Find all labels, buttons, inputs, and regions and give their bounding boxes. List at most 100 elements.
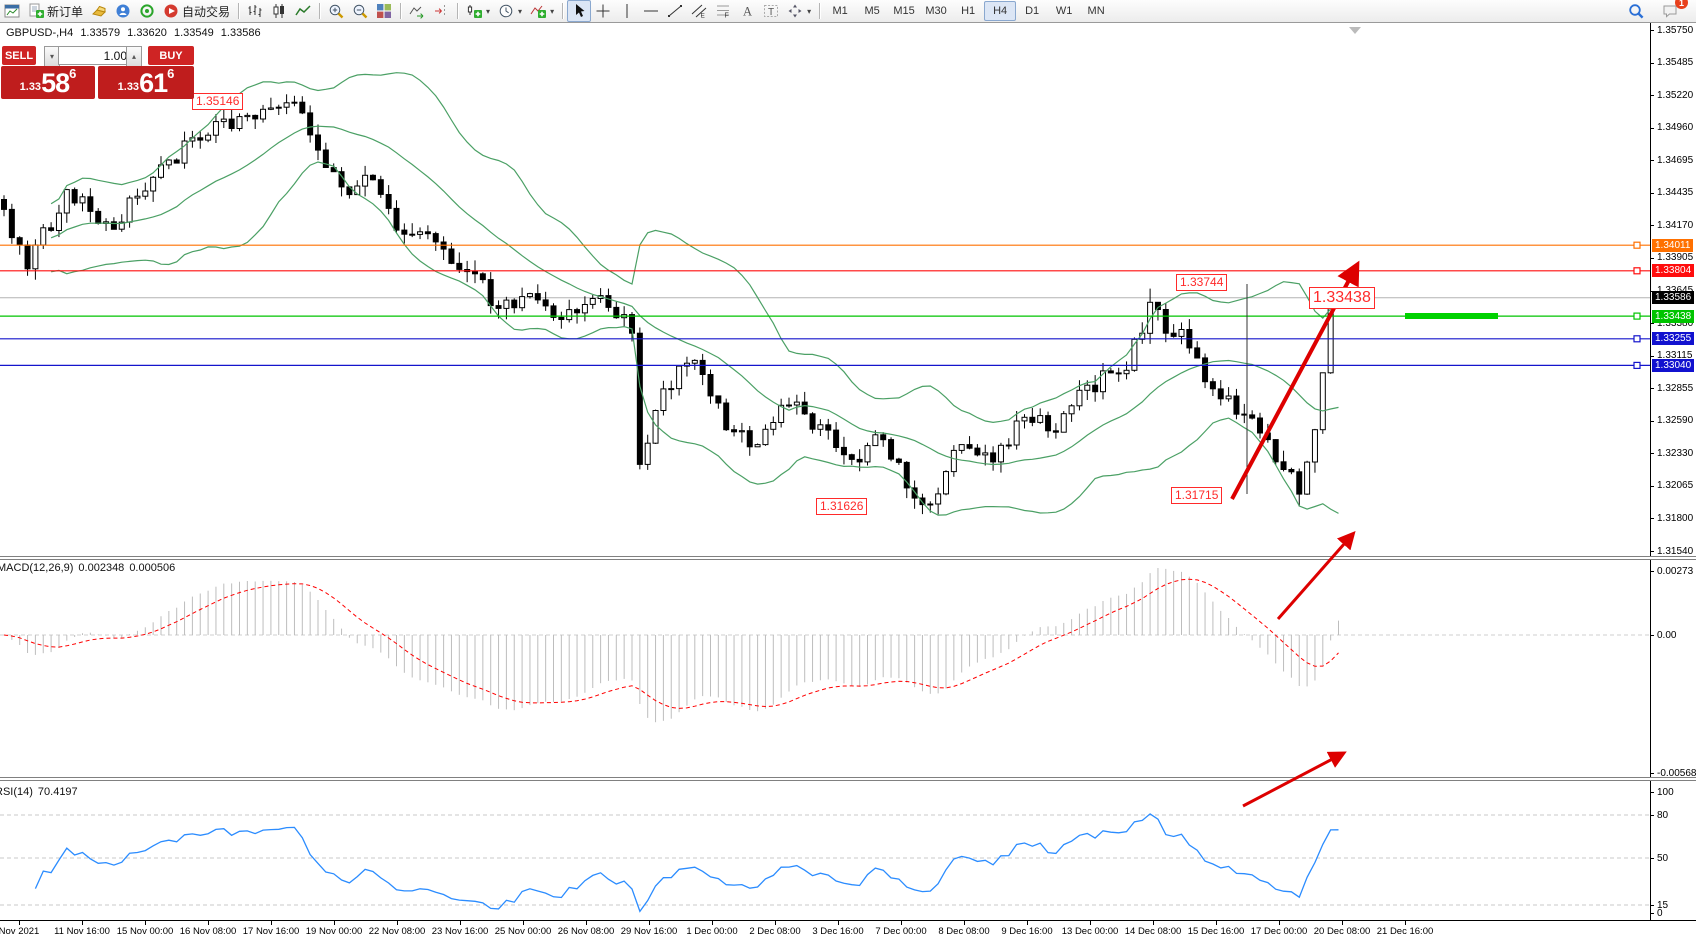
price-annotation-label[interactable]: 1.31715 (1171, 487, 1223, 504)
crosshair-tool-button[interactable] (591, 0, 615, 22)
price-tick-label: 1.31800 (1657, 512, 1694, 524)
vertical-line-tool-button[interactable] (615, 0, 639, 22)
signals-button[interactable] (135, 0, 159, 22)
price-tick-mark (1650, 388, 1654, 390)
current-price-badge: 1.33586 (1652, 291, 1695, 305)
macd-title: MACD(12,26,9) (0, 562, 74, 574)
time-tick-label: 15 Nov 00:00 (116, 926, 174, 937)
dropdown-caret-icon: ▾ (518, 6, 523, 16)
volume-increase-button[interactable]: ▴ (126, 46, 142, 67)
tile-windows-button[interactable] (372, 0, 396, 22)
timeframe-h4-button[interactable]: H4 (984, 1, 1017, 21)
rsi-tick-mark (1650, 913, 1654, 914)
notifications-button[interactable]: 1 (1658, 0, 1688, 22)
price-annotation-label[interactable]: 1.33438 (1309, 287, 1375, 309)
text-tool-button[interactable]: A (735, 0, 759, 22)
time-tick-label: 29 Nov 16:00 (620, 926, 678, 937)
macd-label: MACD(12,26,9) 0.002348 0.000506 (0, 562, 180, 574)
arrows-tool-button[interactable]: ▾ (783, 0, 815, 22)
ask-price[interactable]: 1.33 61 6 (98, 66, 194, 99)
price-annotation-label[interactable]: 1.33744 (1176, 274, 1228, 291)
community-button[interactable] (111, 0, 135, 22)
cursor-tool-button[interactable] (567, 0, 592, 22)
trendline-tool-button[interactable] (663, 0, 687, 22)
timeframe-d1-button[interactable]: D1 (1025, 5, 1040, 17)
price-annotation-label[interactable]: 1.31626 (816, 498, 868, 515)
panel-separator-macd[interactable] (0, 556, 1696, 560)
horizontal-line-tool-button[interactable] (639, 0, 663, 22)
macd-value-signal: 0.000506 (129, 562, 176, 574)
autotrading-button[interactable]: 自动交易 (159, 0, 234, 22)
svg-text:A: A (743, 5, 752, 19)
indicators-glyph (530, 5, 547, 18)
timeframe-m1-button[interactable]: M1 (832, 5, 848, 17)
metaeditor-button[interactable] (87, 0, 111, 22)
price-tick-mark (1650, 192, 1654, 194)
toolbar-separator (319, 3, 321, 19)
volume-input[interactable] (58, 46, 134, 65)
panel-separator-rsi[interactable] (0, 777, 1696, 781)
candlesicon-glyph (273, 4, 285, 18)
time-axis-line (0, 920, 1696, 921)
price-tick-label: 1.33645 (1657, 284, 1693, 297)
chart-shift-button[interactable] (429, 0, 453, 22)
zoom-in-button[interactable] (324, 0, 348, 22)
svg-text:F: F (725, 13, 729, 20)
time-tick-mark (1342, 921, 1343, 925)
time-tick-mark (145, 921, 146, 925)
timeframe-m5-button[interactable]: M5 (864, 5, 880, 17)
timeframe-mn-button[interactable]: MN (1087, 5, 1105, 17)
time-tick-mark (649, 921, 650, 925)
timeframe-h1-button[interactable]: H1 (961, 5, 976, 17)
candlestick-chart-button[interactable] (267, 0, 291, 22)
price-tick-mark (1650, 518, 1654, 520)
search-button[interactable] (1624, 0, 1648, 22)
chart-low: 1.33549 (173, 27, 214, 39)
new-chart-button[interactable]: ▾ (462, 0, 494, 22)
channel-tool-button[interactable]: E (687, 0, 711, 22)
price-tick-label: 1.34960 (1657, 122, 1694, 134)
vlinetool-glyph (626, 4, 628, 18)
toolbar-group-chart-type (243, 0, 315, 22)
toolbar-group-file: 新订单 自动交易 (0, 0, 234, 22)
period-button[interactable]: ▾ (494, 0, 526, 22)
fibonacci-tool-button[interactable]: F (711, 0, 735, 22)
bar-chart-button[interactable] (243, 0, 267, 22)
notification-badge: 1 (1675, 0, 1688, 9)
line-chart-button[interactable] (291, 0, 315, 22)
chart-window-button[interactable] (0, 0, 24, 22)
timeframe-m30-button[interactable]: M30 (925, 5, 947, 17)
label-tool-button[interactable]: T (759, 0, 783, 22)
price-tick-mark (1650, 225, 1654, 227)
rsi-panel[interactable] (0, 780, 1650, 920)
price-tick-label: 1.33380 (1657, 317, 1694, 329)
indicators-button[interactable]: ▾ (526, 0, 558, 22)
rsi-tick-mark (1650, 858, 1654, 859)
macd-signal-line (3, 578, 1339, 709)
zoom-out-button[interactable] (348, 0, 372, 22)
new-order-button[interactable]: 新订单 (24, 0, 87, 22)
toolbar-group-scroll (405, 0, 453, 22)
macd-value-main: 0.002348 (78, 562, 125, 574)
toolbar-group-zoom (324, 0, 396, 22)
main-chart-panel[interactable] (0, 23, 1650, 557)
neworder-glyph (29, 3, 44, 18)
chart-close: 1.33586 (220, 27, 261, 39)
time-tick-label: 15 Dec 16:00 (1187, 926, 1245, 937)
hline-price-badge: 1.33040 (1652, 358, 1695, 372)
auto-scroll-button[interactable] (405, 0, 429, 22)
timeframe-m15-button[interactable]: M15 (893, 5, 915, 17)
hline-price-badge: 1.33804 (1652, 264, 1695, 278)
bid-price-small: 1.33 (19, 81, 42, 93)
autotrading-glyph (164, 4, 178, 18)
price-annotation-label[interactable]: 1.35146 (192, 93, 244, 110)
macd-panel[interactable] (0, 559, 1650, 777)
bid-price[interactable]: 1.33 58 6 (1, 66, 95, 99)
sell-button[interactable]: SELL (2, 46, 36, 65)
timeframe-w1-button[interactable]: W1 (1055, 5, 1073, 17)
buy-button[interactable]: BUY (148, 46, 194, 65)
chat-glyph (1663, 5, 1677, 18)
hline-anchor-marker (1633, 267, 1641, 275)
signals-glyph (140, 4, 154, 18)
